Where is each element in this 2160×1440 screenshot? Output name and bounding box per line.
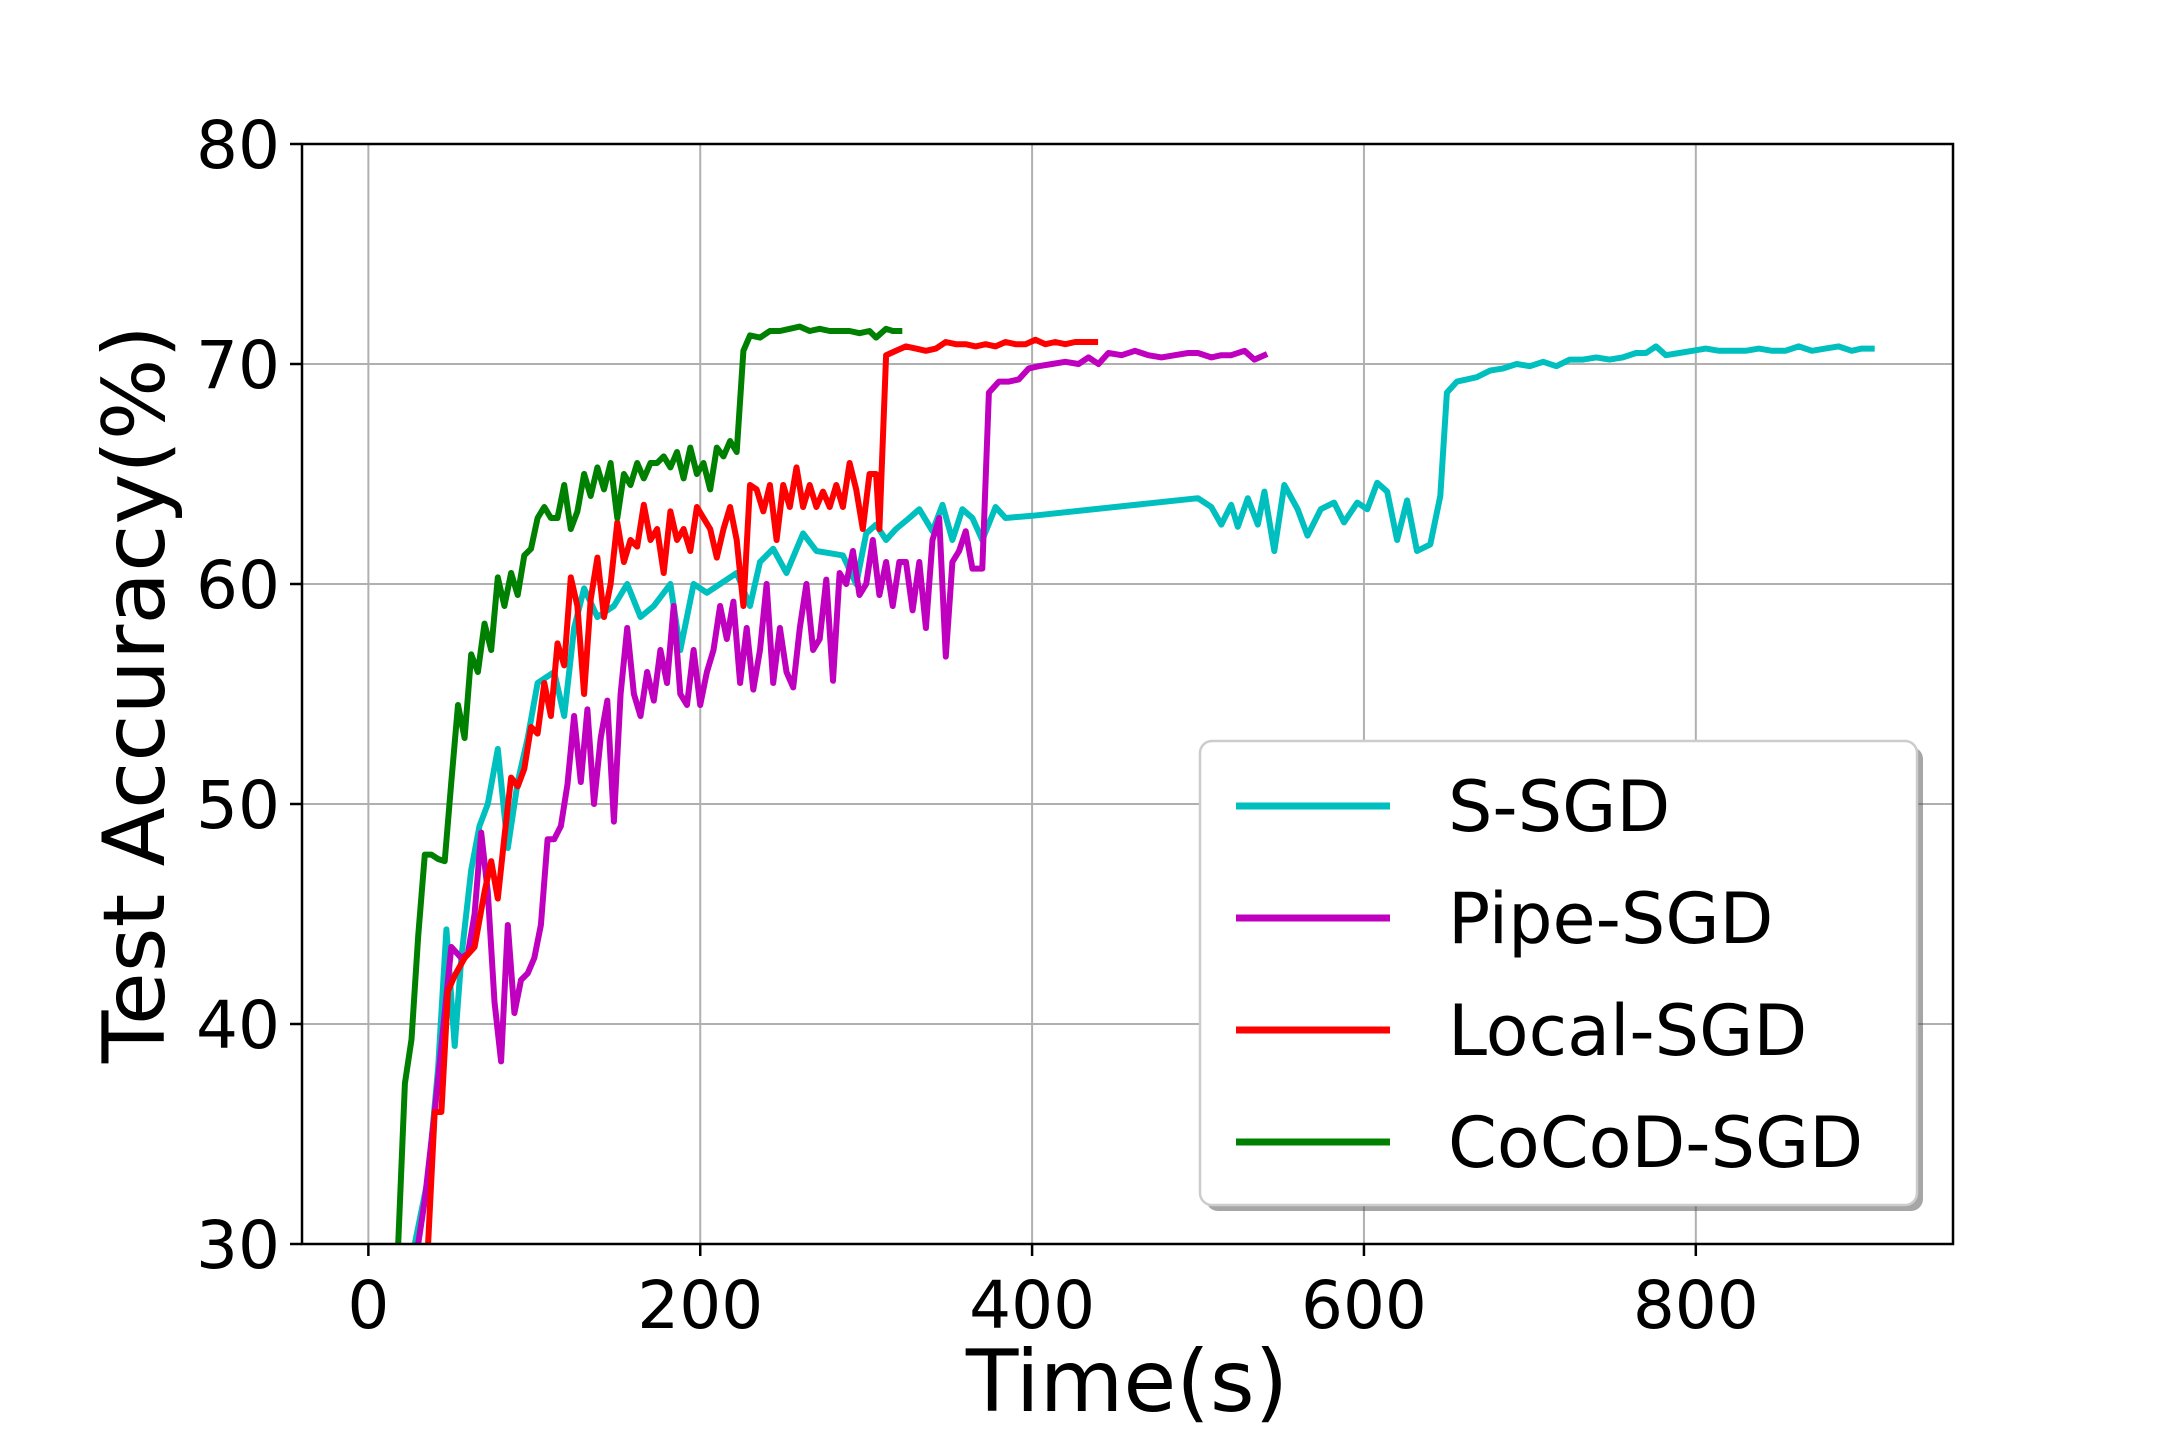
legend-label-pipe-sgd: Pipe-SGD <box>1448 878 1773 960</box>
y-axis-label: Test Accuracy(%) <box>85 325 185 1064</box>
ticks: 0 200 400 600 800 30 40 50 60 70 80 <box>196 107 1759 1344</box>
series-line-cocod-sgd <box>395 323 903 1244</box>
y-tick-label: 40 <box>196 987 280 1064</box>
x-tick-label: 400 <box>969 1267 1095 1344</box>
x-tick-label: 800 <box>1633 1267 1759 1344</box>
series-layer <box>395 323 1875 1244</box>
y-tick-label: 70 <box>196 327 280 404</box>
legend-label-local-sgd: Local-SGD <box>1448 990 1807 1072</box>
y-tick-label: 30 <box>196 1207 280 1284</box>
y-tick-label: 60 <box>196 547 280 624</box>
x-tick-label: 600 <box>1301 1267 1427 1344</box>
series-line-local-sgd <box>425 336 1099 1244</box>
legend-box <box>1198 739 1919 1207</box>
y-tick-label: 80 <box>196 107 280 184</box>
y-tick-label: 50 <box>196 767 280 844</box>
legend-entries: S-SGD Pipe-SGD Local-SGD CoCoD-SGD <box>1236 766 1863 1184</box>
plot-frame <box>300 142 1955 1246</box>
series-line-pipe-sgd <box>415 347 1269 1244</box>
x-axis-label: Time(s) <box>965 1332 1288 1432</box>
legend-label-cocod-sgd: CoCoD-SGD <box>1448 1102 1863 1184</box>
x-tick-label: 0 <box>347 1267 389 1344</box>
legend: S-SGD Pipe-SGD Local-SGD CoCoD-SGD <box>1198 739 1923 1211</box>
x-tick-label: 200 <box>637 1267 763 1344</box>
legend-label-s-sgd: S-SGD <box>1448 766 1670 848</box>
